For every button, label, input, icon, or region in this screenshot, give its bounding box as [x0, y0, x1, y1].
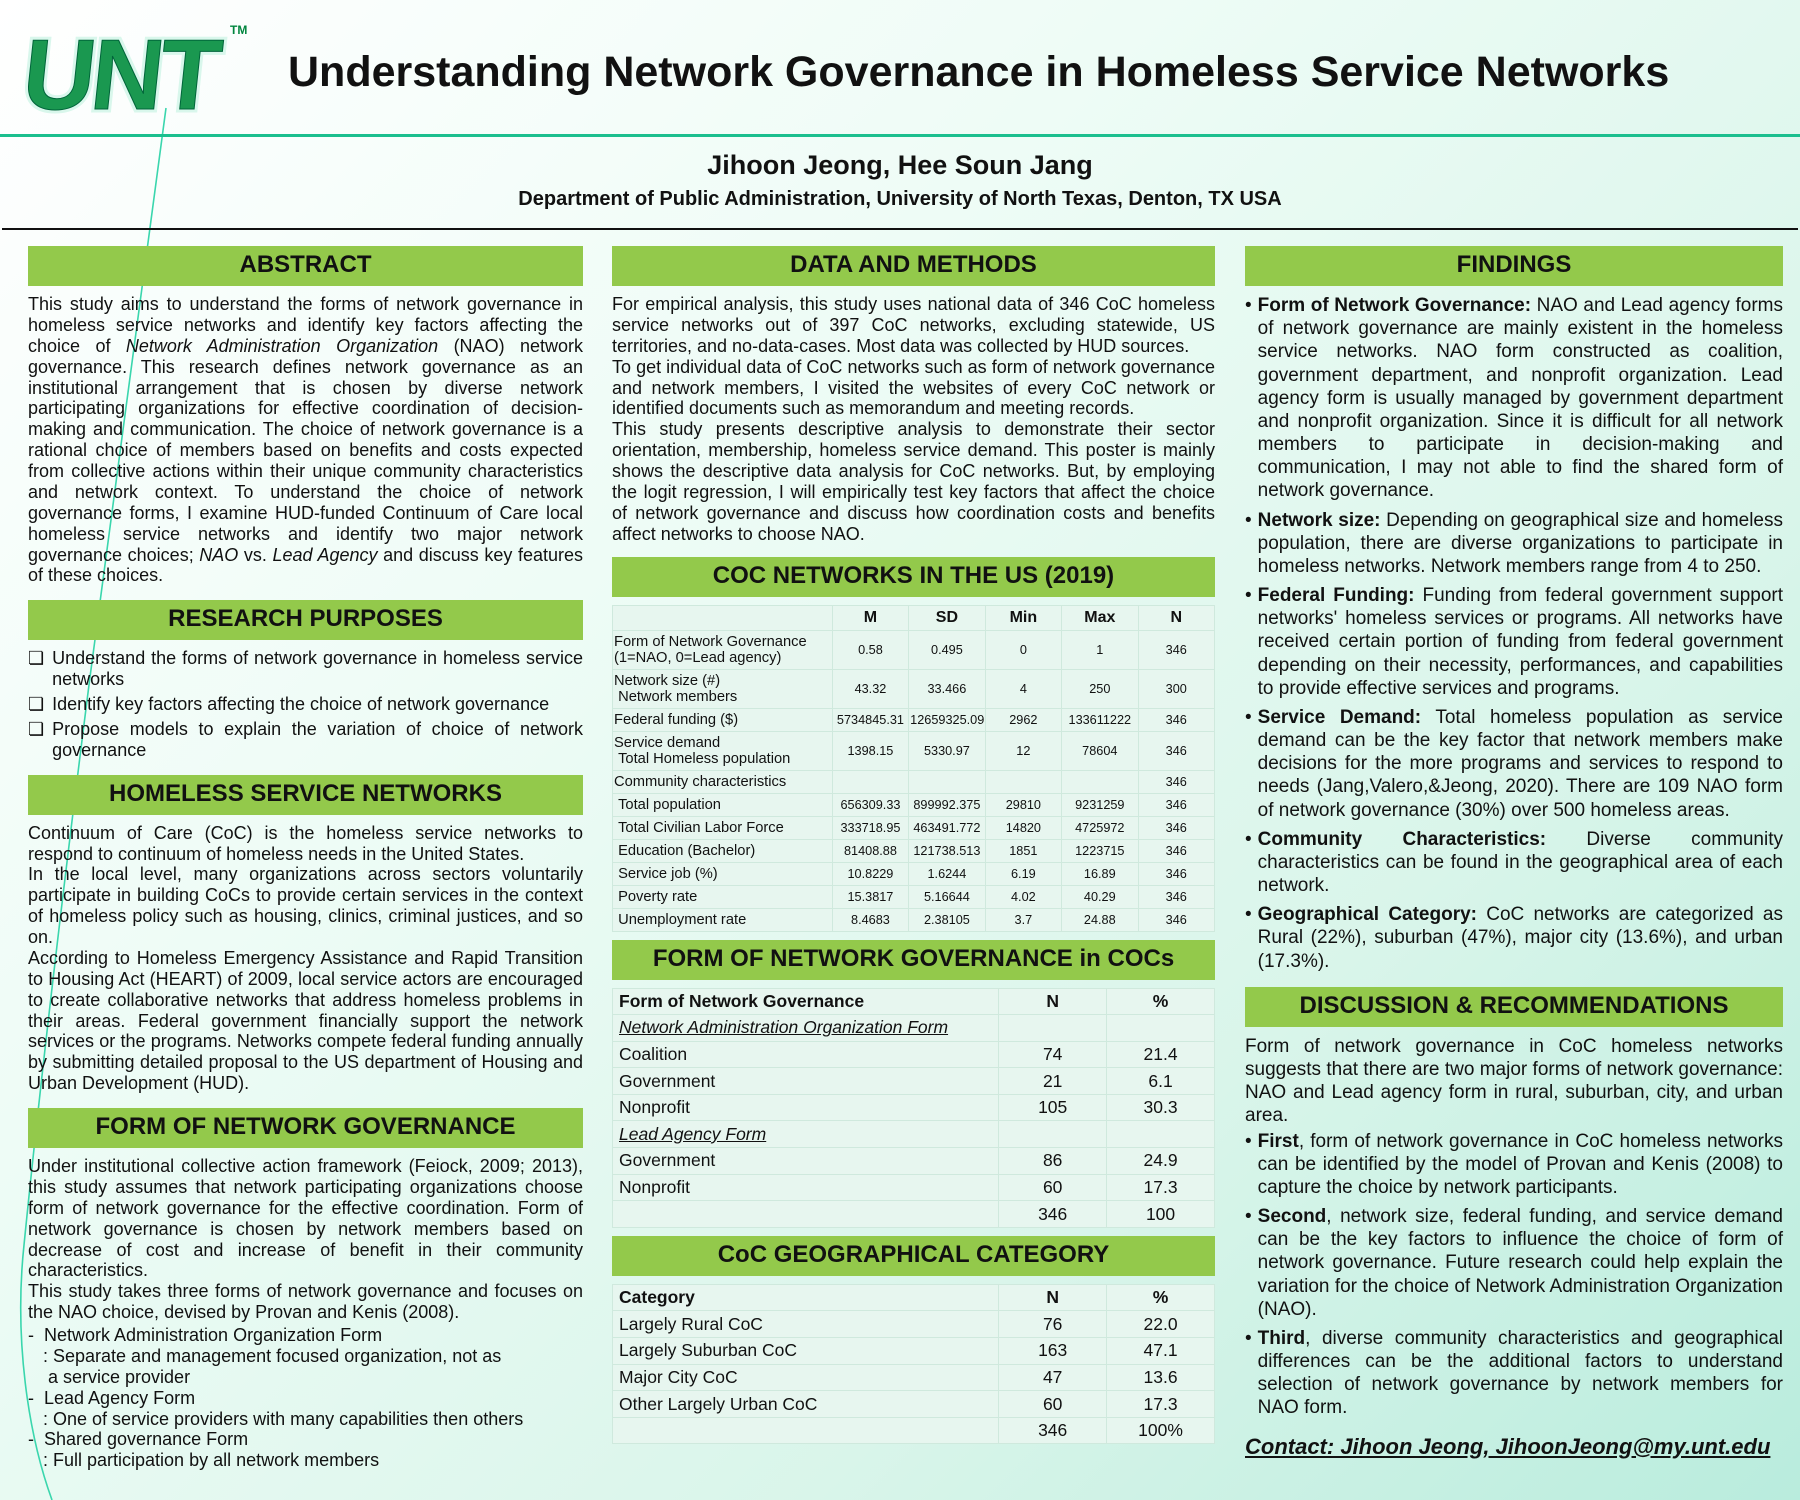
svg-text:UNT: UNT [22, 19, 227, 131]
svg-text:TM: TM [230, 23, 247, 37]
